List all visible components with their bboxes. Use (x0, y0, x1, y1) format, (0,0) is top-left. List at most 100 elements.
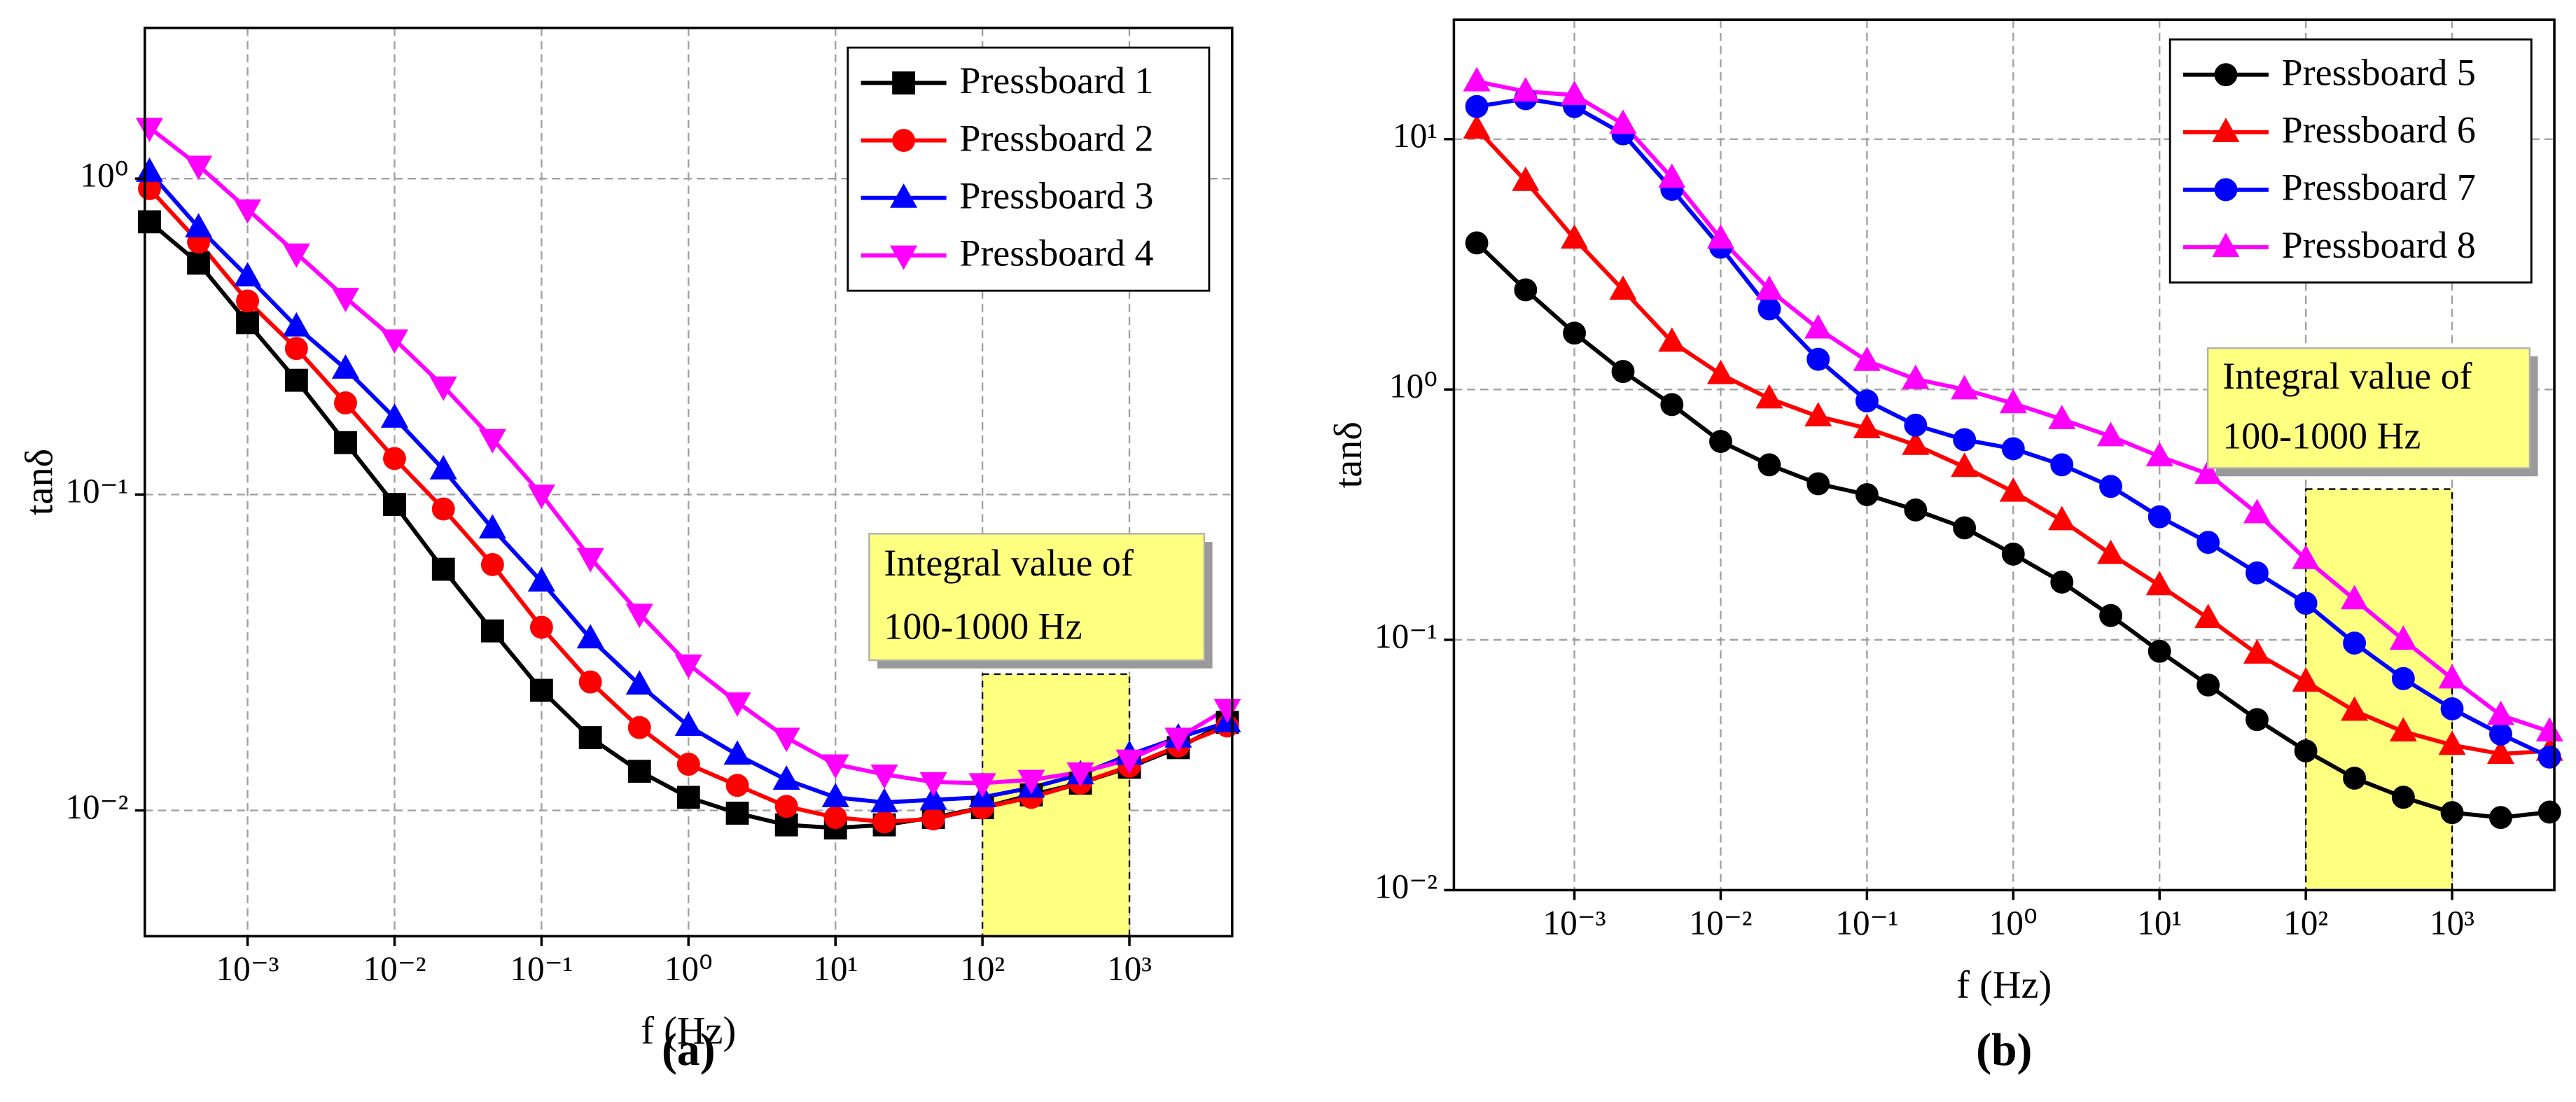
y-tick-label: 10⁰ (1389, 367, 1437, 405)
data-point (1806, 472, 1830, 496)
data-point (674, 711, 702, 737)
data-point (2243, 639, 2271, 664)
data-point (2440, 801, 2464, 825)
x-axis-label: f (Hz) (641, 1010, 736, 1053)
data-point (2489, 723, 2512, 746)
data-point (1611, 360, 1635, 384)
data-point (2294, 592, 2318, 615)
legend-label: Pressboard 1 (959, 60, 1153, 102)
data-point (138, 210, 161, 234)
data-point (1115, 749, 1143, 774)
data-point (236, 289, 259, 313)
data-point (625, 670, 653, 695)
data-point (2097, 421, 2125, 447)
x-axis-label: f (Hz) (1956, 963, 2052, 1007)
data-point (821, 783, 849, 807)
y-tick-label: 10⁻¹ (1374, 617, 1437, 655)
data-point (576, 547, 604, 573)
y-tick-label: 10¹ (1393, 116, 1437, 155)
data-point (968, 773, 996, 798)
legend-label: Pressboard 4 (959, 232, 1153, 274)
data-point (1066, 762, 1094, 787)
data-point (1953, 516, 1977, 540)
legend-label: Pressboard 5 (2282, 51, 2476, 93)
data-point (1806, 347, 1830, 371)
data-point (527, 567, 555, 592)
data-point (429, 376, 457, 401)
data-point (1804, 314, 1832, 339)
annotation-box (868, 533, 1206, 662)
data-point (1017, 769, 1045, 795)
panel-label: (a) (662, 1024, 716, 1075)
x-tick-label: 10⁻³ (216, 949, 279, 988)
data-point (2440, 697, 2464, 720)
x-tick-label: 10⁻¹ (1835, 903, 1898, 942)
data-point (1999, 477, 2027, 502)
data-point (1904, 413, 1928, 437)
data-point (334, 391, 357, 414)
data-point (872, 810, 896, 834)
data-point (383, 447, 406, 470)
data-point (1904, 498, 1928, 522)
x-tick-label: 10⁰ (664, 949, 713, 988)
data-point (2050, 571, 2074, 594)
data-point (2389, 625, 2417, 650)
annotation-box (2206, 347, 2531, 469)
legend-marker (2214, 63, 2238, 87)
data-point (625, 604, 653, 629)
data-point (1658, 327, 1686, 352)
data-point (627, 716, 651, 739)
x-tick-label: 10⁻² (363, 949, 426, 988)
data-point (431, 497, 455, 521)
data-point (1755, 384, 1783, 409)
data-point (919, 785, 947, 810)
data-point (1855, 389, 1879, 413)
data-point (185, 155, 213, 181)
data-point (2099, 604, 2122, 627)
data-point (2438, 730, 2466, 755)
legend-label: Pressboard 3 (959, 174, 1153, 216)
x-tick-label: 10⁻³ (1543, 903, 1606, 942)
data-point (1561, 224, 1589, 249)
data-point (1563, 321, 1586, 345)
data-point (2294, 739, 2318, 762)
data-point (1951, 375, 1979, 400)
data-point (2001, 437, 2025, 461)
annotation-text: Integral value of (2222, 355, 2472, 397)
data-point (429, 454, 457, 480)
data-point (2145, 571, 2173, 596)
data-point (1706, 224, 1735, 249)
data-point (2194, 604, 2222, 629)
data-point (187, 251, 210, 275)
data-point (284, 337, 308, 361)
annotation-text: Integral value of (884, 542, 1133, 584)
x-tick-label: 10¹ (813, 949, 858, 988)
data-point (2537, 745, 2561, 769)
data-point (676, 753, 700, 776)
data-point (529, 615, 553, 639)
data-point (1902, 364, 1930, 389)
y-tick-label: 10⁻² (65, 788, 128, 826)
data-point (725, 802, 749, 825)
data-point (284, 368, 308, 392)
data-point (578, 670, 602, 694)
data-point (1213, 699, 1241, 723)
data-point (1953, 428, 1977, 452)
annotation-text: 100-1000 Hz (884, 606, 1082, 648)
data-point (576, 624, 604, 649)
data-point (1757, 297, 1781, 321)
highlight-region (981, 673, 1131, 937)
data-point (2048, 505, 2076, 531)
data-point (725, 774, 749, 797)
panel-label: (b) (1976, 1024, 2032, 1075)
data-point (236, 311, 259, 335)
data-point (921, 807, 945, 831)
data-point (234, 262, 262, 287)
data-point (1164, 727, 1192, 753)
data-point (1853, 346, 1881, 371)
data-point (1755, 275, 1783, 300)
data-point (383, 493, 406, 516)
data-point (2292, 544, 2320, 569)
data-point (380, 403, 409, 428)
